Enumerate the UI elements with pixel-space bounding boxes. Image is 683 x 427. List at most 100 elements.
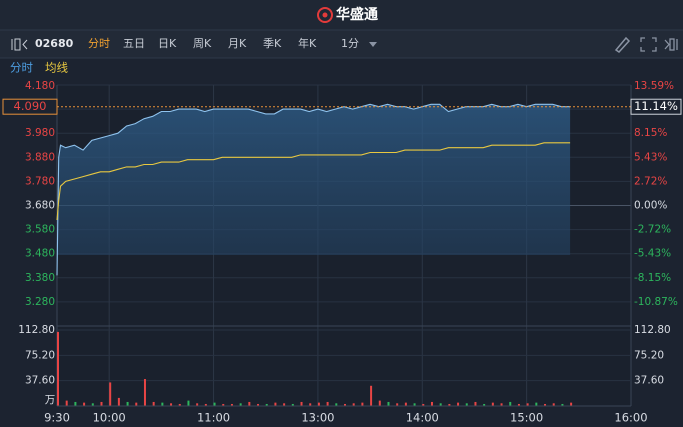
volume-bar	[396, 403, 399, 406]
period-tab[interactable]: 五日	[123, 37, 145, 50]
price-area	[57, 104, 571, 276]
volume-bar	[291, 403, 294, 406]
stock-code: 02680	[35, 37, 74, 50]
y2-tick-label: 2.72%	[634, 175, 667, 187]
last-price-label: 4.090	[14, 99, 47, 113]
y-tick-label: 3.480	[25, 248, 55, 260]
x-tick-label: 15:00	[510, 411, 543, 425]
y2-tick-label: -8.15%	[634, 272, 671, 284]
period-tab[interactable]: 季K	[263, 37, 282, 50]
volume-bar	[570, 402, 573, 406]
y2-tick-label: -5.43%	[634, 248, 671, 260]
volume-bar	[257, 403, 260, 406]
y-tick-label: 3.880	[25, 151, 55, 163]
volume-bar	[344, 403, 346, 406]
volume-bar	[465, 403, 468, 406]
y2-tick-label: 13.59%	[634, 80, 674, 92]
dropdown-arrow[interactable]	[369, 42, 377, 47]
last-change-label: 11.14%	[634, 99, 678, 113]
volume-bar	[178, 403, 181, 406]
y-tick-label: 4.180	[25, 80, 55, 92]
period-tab[interactable]: 分时	[88, 37, 110, 50]
y2-tick-label: 37.60	[634, 375, 664, 387]
volume-bar	[430, 401, 433, 406]
volume-bar	[500, 403, 503, 406]
volume-bar	[83, 402, 86, 406]
volume-bar	[544, 403, 547, 406]
volume-bar	[370, 385, 373, 406]
volume-bar	[526, 403, 529, 406]
y-tick-label: 3.680	[25, 200, 55, 212]
volume-bar	[309, 403, 312, 406]
y2-tick-label: 5.43%	[634, 151, 667, 163]
volume-bar	[187, 400, 190, 406]
volume-bar	[457, 402, 460, 406]
y2-tick-label: 0.00%	[634, 200, 667, 212]
y2-tick-label: -2.72%	[634, 224, 671, 236]
volume-bar	[213, 402, 216, 406]
volume-bar	[100, 401, 103, 406]
volume-bar	[274, 402, 277, 406]
toolbar	[0, 30, 683, 58]
y-tick-label: 3.980	[25, 127, 55, 139]
logo	[317, 7, 333, 23]
header-bar	[0, 0, 683, 30]
x-tick-label: 13:00	[301, 411, 334, 425]
period-tab[interactable]: 日K	[158, 37, 177, 50]
volume-bar	[143, 379, 146, 406]
volume-unit: 万	[45, 394, 56, 406]
volume-bar	[509, 401, 512, 406]
volume-bar	[378, 400, 381, 406]
x-tick-label: 10:00	[93, 411, 126, 425]
y-tick-label: 3.380	[25, 272, 55, 284]
period-tab[interactable]: 月K	[228, 37, 247, 50]
volume-bar	[300, 401, 303, 406]
volume-bar	[74, 401, 77, 406]
volume-bar	[135, 402, 138, 406]
x-tick-label: 14:00	[406, 411, 439, 425]
volume-bar	[517, 403, 520, 406]
volume-bar	[413, 403, 416, 406]
collapse-icon[interactable]	[11, 38, 28, 51]
x-tick-label: 11:00	[197, 411, 230, 425]
volume-bar	[248, 401, 251, 406]
period-tab[interactable]: 周K	[193, 37, 212, 50]
volume-bar	[352, 403, 355, 406]
volume-bar	[439, 403, 442, 406]
edit-icon[interactable]	[614, 36, 631, 53]
volume-bar	[196, 403, 199, 406]
fullscreen-icon[interactable]	[640, 37, 657, 52]
legend-entry[interactable]: 均线	[45, 61, 68, 75]
last-change-box	[630, 98, 682, 115]
volume-bar	[283, 403, 286, 406]
volume-bar	[335, 403, 338, 406]
volume-bar	[483, 403, 486, 406]
volume-bar	[230, 403, 233, 406]
volume-bar	[152, 401, 155, 406]
y-tick-label: 112.80	[18, 324, 55, 336]
y-tick-label: 3.580	[25, 224, 55, 236]
legend-entry[interactable]: 分时	[10, 61, 33, 75]
interval-select[interactable]: 1分	[341, 37, 359, 50]
volume-bar	[317, 402, 320, 406]
volume-bar	[561, 403, 564, 406]
volume-bar	[170, 403, 173, 406]
volume-bar	[91, 403, 94, 406]
app-title: 华盛通	[336, 6, 378, 23]
expand-icon[interactable]	[664, 38, 678, 51]
volume-bar	[474, 401, 477, 406]
last-price-box	[2, 98, 58, 115]
volume-bar	[422, 403, 425, 406]
volume-bar	[387, 401, 390, 406]
x-tick-label: 16:00	[614, 411, 647, 425]
volume-bar	[535, 402, 538, 406]
period-tab[interactable]: 年K	[298, 36, 317, 50]
volume-bar	[117, 397, 120, 406]
volume-bar	[57, 331, 59, 406]
y2-tick-label: -10.87%	[634, 296, 678, 308]
volume-bar	[204, 403, 207, 406]
volume-bar	[126, 401, 129, 406]
volume-bar	[491, 402, 494, 406]
volume-bar	[109, 382, 112, 406]
